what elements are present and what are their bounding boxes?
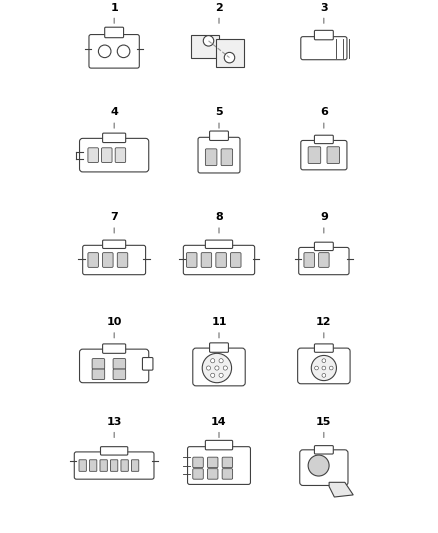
- Text: 9: 9: [320, 212, 328, 233]
- FancyBboxPatch shape: [314, 30, 333, 40]
- FancyBboxPatch shape: [216, 253, 226, 268]
- FancyBboxPatch shape: [102, 240, 126, 248]
- FancyBboxPatch shape: [209, 343, 229, 352]
- Text: 4: 4: [110, 107, 118, 128]
- Text: 8: 8: [215, 212, 223, 233]
- FancyBboxPatch shape: [89, 460, 97, 471]
- FancyBboxPatch shape: [102, 344, 126, 353]
- FancyBboxPatch shape: [83, 245, 145, 274]
- FancyBboxPatch shape: [92, 369, 105, 379]
- FancyBboxPatch shape: [222, 469, 233, 479]
- FancyBboxPatch shape: [300, 450, 348, 486]
- FancyBboxPatch shape: [105, 27, 124, 38]
- Circle shape: [203, 36, 214, 46]
- FancyBboxPatch shape: [102, 253, 113, 268]
- Circle shape: [206, 366, 211, 370]
- Text: 14: 14: [211, 417, 227, 438]
- FancyBboxPatch shape: [74, 452, 154, 479]
- Polygon shape: [191, 35, 219, 58]
- Circle shape: [329, 366, 333, 370]
- FancyBboxPatch shape: [102, 148, 112, 163]
- Circle shape: [311, 356, 336, 381]
- Text: 2: 2: [215, 3, 223, 23]
- Text: 7: 7: [110, 212, 118, 233]
- FancyBboxPatch shape: [100, 460, 107, 471]
- FancyBboxPatch shape: [198, 138, 240, 173]
- Text: 6: 6: [320, 107, 328, 128]
- FancyBboxPatch shape: [193, 457, 203, 467]
- FancyBboxPatch shape: [308, 147, 321, 164]
- FancyBboxPatch shape: [79, 460, 86, 471]
- Circle shape: [322, 374, 326, 377]
- FancyBboxPatch shape: [221, 149, 233, 166]
- FancyBboxPatch shape: [298, 348, 350, 384]
- FancyBboxPatch shape: [121, 460, 128, 471]
- FancyBboxPatch shape: [187, 447, 251, 484]
- Text: 15: 15: [316, 417, 332, 438]
- Text: 13: 13: [106, 417, 122, 438]
- Text: 3: 3: [320, 3, 328, 23]
- Circle shape: [322, 359, 326, 362]
- FancyBboxPatch shape: [184, 245, 254, 274]
- FancyBboxPatch shape: [117, 253, 128, 268]
- FancyBboxPatch shape: [110, 460, 118, 471]
- FancyBboxPatch shape: [301, 37, 347, 60]
- Circle shape: [202, 353, 232, 383]
- Circle shape: [314, 366, 318, 370]
- FancyBboxPatch shape: [80, 139, 149, 172]
- Circle shape: [322, 366, 326, 370]
- FancyBboxPatch shape: [100, 447, 128, 455]
- FancyBboxPatch shape: [205, 440, 233, 450]
- FancyBboxPatch shape: [208, 469, 218, 479]
- FancyBboxPatch shape: [92, 359, 105, 369]
- FancyBboxPatch shape: [113, 359, 126, 369]
- FancyBboxPatch shape: [193, 348, 245, 386]
- FancyBboxPatch shape: [89, 35, 139, 68]
- FancyBboxPatch shape: [222, 457, 233, 467]
- FancyBboxPatch shape: [209, 131, 229, 141]
- Circle shape: [99, 45, 111, 58]
- Circle shape: [117, 45, 130, 58]
- Text: 12: 12: [316, 317, 332, 338]
- FancyBboxPatch shape: [299, 247, 349, 274]
- Text: 11: 11: [211, 317, 227, 338]
- FancyBboxPatch shape: [304, 253, 314, 268]
- Circle shape: [223, 366, 227, 370]
- FancyBboxPatch shape: [193, 469, 203, 479]
- FancyBboxPatch shape: [187, 253, 197, 268]
- FancyBboxPatch shape: [88, 148, 99, 163]
- FancyBboxPatch shape: [314, 446, 333, 454]
- Text: 5: 5: [215, 107, 223, 128]
- Circle shape: [211, 359, 215, 363]
- FancyBboxPatch shape: [205, 149, 217, 166]
- Polygon shape: [329, 482, 353, 497]
- FancyBboxPatch shape: [327, 147, 339, 164]
- FancyBboxPatch shape: [113, 369, 126, 379]
- FancyBboxPatch shape: [142, 358, 153, 370]
- FancyBboxPatch shape: [230, 253, 241, 268]
- FancyBboxPatch shape: [208, 457, 218, 467]
- FancyBboxPatch shape: [88, 253, 99, 268]
- Circle shape: [224, 52, 235, 63]
- FancyBboxPatch shape: [318, 253, 329, 268]
- Circle shape: [219, 373, 223, 377]
- FancyBboxPatch shape: [102, 133, 126, 142]
- Circle shape: [211, 373, 215, 377]
- Polygon shape: [216, 39, 244, 67]
- FancyBboxPatch shape: [80, 349, 149, 383]
- FancyBboxPatch shape: [115, 148, 126, 163]
- Text: 1: 1: [110, 3, 118, 23]
- FancyBboxPatch shape: [314, 135, 333, 143]
- FancyBboxPatch shape: [314, 344, 333, 352]
- FancyBboxPatch shape: [301, 141, 347, 170]
- FancyBboxPatch shape: [131, 460, 139, 471]
- Circle shape: [215, 366, 219, 370]
- FancyBboxPatch shape: [205, 240, 233, 248]
- FancyBboxPatch shape: [201, 253, 212, 268]
- FancyBboxPatch shape: [314, 242, 333, 251]
- Text: 10: 10: [106, 317, 122, 338]
- Circle shape: [308, 455, 329, 476]
- Circle shape: [219, 359, 223, 363]
